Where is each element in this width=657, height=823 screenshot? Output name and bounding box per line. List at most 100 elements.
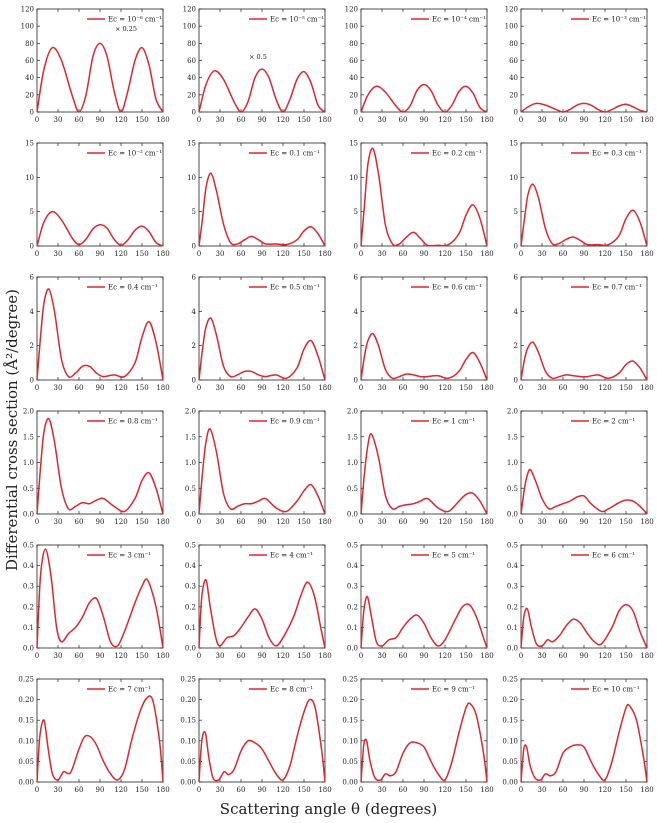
cross-section-curve [360,702,488,783]
x-tick-label: 30 [216,384,225,392]
x-tick-label: 0 [197,786,201,794]
x-tick-label: 30 [378,250,387,258]
x-tick-label: 0 [197,384,201,392]
y-tick-label: 0.3 [185,583,196,591]
x-tick-label: 120 [598,786,611,794]
y-tick-label: 120 [345,6,358,14]
x-tick-label: 60 [399,116,408,124]
y-tick-label: 0.2 [185,603,196,611]
x-tick-label: 30 [216,116,225,124]
y-tick-label: 6 [192,274,197,282]
x-tick-label: 150 [135,518,148,526]
x-tick-label: 60 [75,384,84,392]
x-tick-label: 90 [580,518,589,526]
x-tick-label: 30 [538,384,547,392]
x-tick-label: 120 [276,116,289,124]
y-tick-label: 60 [25,57,34,65]
cross-section-curve [520,603,648,649]
y-tick-label: 0.0 [347,511,358,519]
y-tick-label: 0.05 [502,758,518,766]
cross-section-curve [36,42,164,113]
y-tick-label: 80 [25,40,34,48]
x-tick-label: 90 [258,116,267,124]
x-tick-label: 0 [519,786,523,794]
y-tick-label: 0.15 [342,717,358,725]
x-tick-label: 60 [237,384,246,392]
y-tick-label: 0.4 [507,562,519,570]
panel-21: 0 30 60 90 120 150 180 0.00 0.05 0.10 0.15 0.20 0.25… [18,676,169,795]
x-tick-label: 120 [114,652,127,660]
panel-7: 0 30 60 90 120 150 180 0 5 10 15 Ec = 0.2 cm⁻¹ [349,140,494,259]
legend-label: Ec = 10⁻³ cm⁻¹ [592,16,646,24]
x-tick-label: 120 [276,384,289,392]
y-tick-label: 100 [183,23,196,31]
y-tick-label: 0.15 [180,717,196,725]
x-tick-label: 0 [359,652,363,660]
cross-section-curve [198,579,326,649]
y-tick-label: 15 [509,140,518,148]
legend-label: Ec = 4 cm⁻¹ [270,552,313,560]
cross-section-curve [520,341,648,381]
legend-label: Ec = 0.1 cm⁻¹ [270,150,320,158]
cross-section-curve [36,695,164,783]
x-tick-label: 150 [619,250,632,258]
y-tick-label: 0.10 [180,737,196,745]
x-tick-label: 60 [559,652,568,660]
cross-section-curve [198,317,326,381]
x-tick-label: 150 [297,250,310,258]
y-tick-label: 0.3 [23,583,34,591]
x-tick-label: 90 [420,786,429,794]
panel-22: 0 30 60 90 120 150 180 0.00 0.05 0.10 0.15 0.20 0.25… [180,676,331,795]
x-tick-label: 120 [114,786,127,794]
y-tick-label: 0.15 [18,717,34,725]
x-tick-label: 30 [54,652,63,660]
x-tick-label: 30 [378,652,387,660]
x-tick-label: 150 [297,652,310,660]
panel-11: 0 30 60 90 120 150 180 0 2 4 6 Ec = 0.6 cm⁻¹ [354,274,494,393]
x-tick-label: 30 [538,250,547,258]
legend-label: Ec = 0.5 cm⁻¹ [270,284,320,292]
x-tick-label: 30 [54,250,63,258]
x-tick-label: 90 [96,116,105,124]
panel-frame [520,544,648,649]
x-tick-label: 30 [378,116,387,124]
y-tick-label: 0.4 [347,562,359,570]
x-tick-label: 90 [96,518,105,526]
x-tick-label: 150 [297,518,310,526]
x-tick-label: 150 [459,518,472,526]
y-tick-label: 0.0 [507,511,518,519]
x-tick-label: 90 [258,518,267,526]
cross-section-curve [360,433,488,515]
y-tick-label: 0.2 [347,603,358,611]
x-tick-label: 180 [480,250,493,258]
y-tick-label: 0.0 [185,511,196,519]
x-tick-label: 0 [197,518,201,526]
x-tick-label: 120 [598,116,611,124]
y-tick-label: 0.4 [23,562,35,570]
x-tick-label: 60 [237,250,246,258]
x-tick-label: 120 [598,384,611,392]
x-tick-label: 180 [156,250,169,258]
y-tick-label: 1.5 [23,433,34,441]
panel-15: 0 30 60 90 120 150 180 0.0 0.5 1.0 1.5 2.0 Ec = 1 cm… [347,408,494,527]
x-tick-label: 90 [96,652,105,660]
y-tick-label: 0.0 [23,511,34,519]
cross-section-curve [198,698,326,783]
x-tick-label: 90 [580,652,589,660]
y-tick-label: 0.05 [342,758,358,766]
x-tick-label: 0 [35,116,39,124]
y-tick-label: 0.2 [23,603,34,611]
y-tick-label: 10 [509,174,518,182]
y-tick-label: 0.5 [347,542,358,550]
y-tick-label: 5 [192,208,196,216]
cross-section-curve [36,417,164,515]
y-tick-label: 0.25 [502,676,518,684]
x-tick-label: 0 [359,116,363,124]
x-tick-label: 90 [420,384,429,392]
x-tick-label: 180 [156,786,169,794]
panel-frame [36,8,164,113]
x-tick-label: 60 [399,786,408,794]
y-tick-label: 0 [30,243,34,251]
x-tick-label: 180 [480,116,493,124]
panel-16: 0 30 60 90 120 150 180 0.0 0.5 1.0 1.5 2.0 Ec = 2 cm… [507,408,654,527]
